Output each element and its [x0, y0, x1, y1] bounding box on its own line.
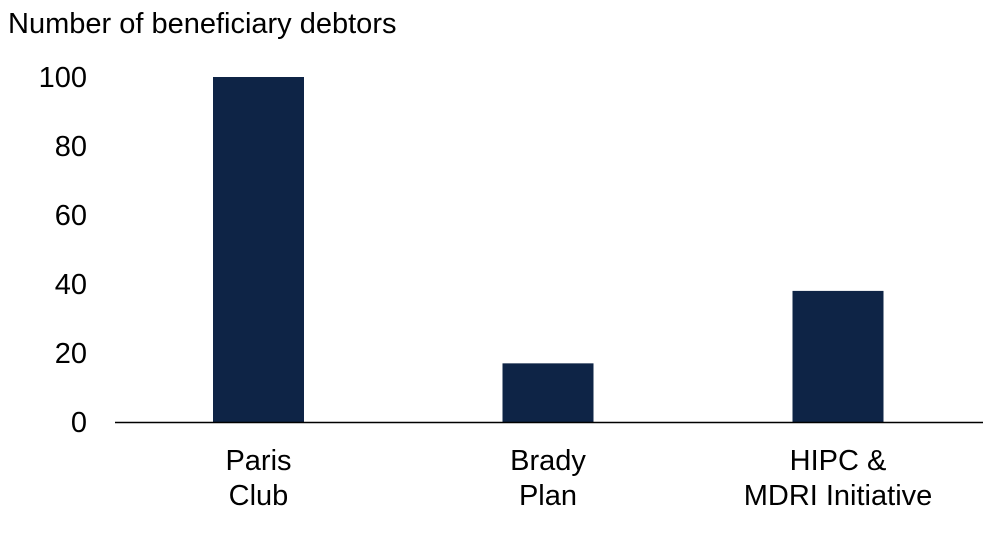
y-tick-label: 80 — [55, 131, 87, 163]
y-tick-label: 60 — [55, 200, 87, 232]
x-category-label-line: HIPC & — [790, 445, 887, 477]
y-tick-label: 20 — [55, 338, 87, 370]
bars — [213, 77, 884, 422]
y-axis-ticks: 0 20 40 60 80 100 — [39, 62, 87, 439]
x-category-label-line: Paris — [225, 445, 291, 477]
x-axis-labels: Paris Club Brady Plan HIPC & MDRI Initiative — [225, 445, 932, 512]
y-tick-label: 40 — [55, 269, 87, 301]
bar — [213, 77, 304, 422]
y-tick-label: 0 — [71, 407, 87, 439]
bar — [502, 363, 594, 422]
x-category-label-line: MDRI Initiative — [744, 480, 933, 512]
y-tick-label: 100 — [39, 62, 87, 94]
x-category-label-line: Brady — [510, 445, 586, 477]
x-category-label-line: Plan — [519, 480, 577, 512]
bar — [792, 290, 884, 422]
y-axis-title: Number of beneficiary debtors — [8, 8, 397, 40]
x-category-label: HIPC & MDRI Initiative — [744, 445, 933, 512]
x-category-label: Paris Club — [225, 445, 291, 512]
x-category-label-line: Club — [229, 480, 289, 512]
x-category-label: Brady Plan — [510, 445, 586, 512]
